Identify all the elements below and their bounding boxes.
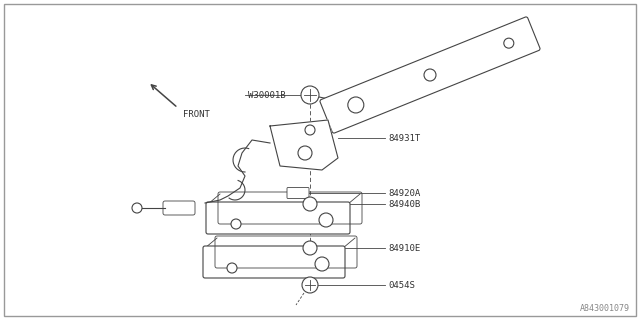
FancyBboxPatch shape xyxy=(320,17,540,133)
Text: 84920A: 84920A xyxy=(388,188,420,197)
Circle shape xyxy=(348,97,364,113)
Text: W30001B: W30001B xyxy=(248,91,285,100)
Text: 0454S: 0454S xyxy=(388,281,415,290)
Circle shape xyxy=(319,213,333,227)
Text: FRONT: FRONT xyxy=(183,110,210,119)
Text: 84931T: 84931T xyxy=(388,133,420,142)
Circle shape xyxy=(303,197,317,211)
FancyBboxPatch shape xyxy=(163,201,195,215)
FancyBboxPatch shape xyxy=(287,188,309,198)
FancyBboxPatch shape xyxy=(203,246,345,278)
Circle shape xyxy=(305,125,315,135)
FancyBboxPatch shape xyxy=(206,202,350,234)
Circle shape xyxy=(132,203,142,213)
Circle shape xyxy=(301,86,319,104)
Circle shape xyxy=(227,263,237,273)
Text: 84910E: 84910E xyxy=(388,244,420,252)
Circle shape xyxy=(424,69,436,81)
Circle shape xyxy=(504,38,514,48)
Polygon shape xyxy=(270,120,338,170)
Text: A843001079: A843001079 xyxy=(580,304,630,313)
Circle shape xyxy=(231,219,241,229)
Text: 84940B: 84940B xyxy=(388,199,420,209)
Circle shape xyxy=(315,257,329,271)
Circle shape xyxy=(303,241,317,255)
Circle shape xyxy=(302,277,318,293)
Circle shape xyxy=(298,146,312,160)
